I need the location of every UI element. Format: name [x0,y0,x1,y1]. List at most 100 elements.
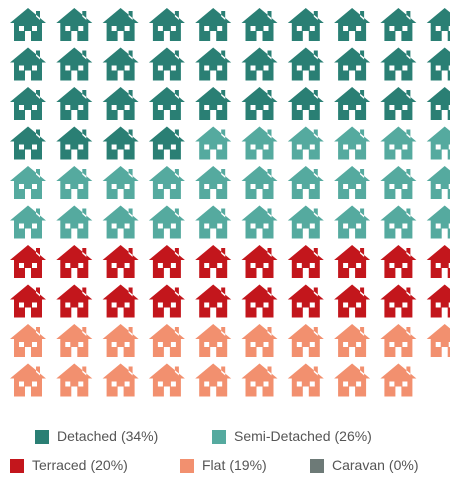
legend-name: Caravan [332,457,385,473]
house-icon [10,205,46,239]
house-icon [334,8,371,41]
house-icon [380,324,417,357]
house-icon [148,324,185,357]
house-icon [426,8,450,41]
house-icon [380,87,417,120]
house-icon [148,363,185,397]
house-icon [380,363,417,397]
house-icon [334,166,371,199]
house-icon [102,47,139,81]
house-icon [334,284,371,318]
house-icon [380,166,417,199]
legend-value: (20%) [90,457,127,473]
house-icon [380,126,417,160]
house-icon [56,8,93,41]
legend-label: Semi-Detached (26%) [234,428,372,444]
house-icon [241,245,278,278]
house-icon [56,324,93,357]
legend-value: (19%) [229,457,266,473]
house-icon [56,363,93,397]
house-icon [334,245,371,278]
house-icon [195,324,232,357]
house-icon [426,87,450,120]
house-icon [380,8,417,41]
house-icon [56,87,93,120]
house-icon [148,47,185,81]
house-icon [241,87,278,120]
house-icon [380,47,417,81]
legend-swatch [35,430,49,444]
legend-swatch [212,430,226,444]
house-icon [334,324,371,357]
house-icon [102,87,139,120]
house-icon [426,284,450,318]
house-icon [148,245,185,278]
house-icon [195,245,232,278]
house-icon [334,363,371,397]
house-icon [10,324,46,357]
house-icon [287,126,324,160]
house-icon [148,126,185,160]
house-icon [102,245,139,278]
legend-value: (26%) [335,428,372,444]
house-icon [195,363,232,397]
house-icon [334,87,371,120]
house-icon [287,363,324,397]
legend-label: Caravan (0%) [332,457,418,473]
house-icon [287,166,324,199]
house-icon [241,126,278,160]
house-icon [102,8,139,41]
house-icon [287,245,324,278]
legend-label: Detached (34%) [57,428,158,444]
legend-value: (34%) [121,428,158,444]
house-icon [241,8,278,41]
legend-name: Terraced [32,457,86,473]
house-icon [195,205,232,239]
house-icon [287,47,324,81]
house-icon [195,126,232,160]
legend-name: Flat [202,457,225,473]
house-icon [102,324,139,357]
house-icon [56,166,93,199]
legend-label: Flat (19%) [202,457,267,473]
house-icon [287,324,324,357]
house-icon [56,47,93,81]
house-icon [287,87,324,120]
house-icon [426,166,450,199]
house-icon [241,166,278,199]
house-icon [148,284,185,318]
house-icon [380,284,417,318]
house-icon [195,47,232,81]
house-icon [380,245,417,278]
house-icon [10,245,46,278]
house-icon [10,126,46,160]
legend-swatch [180,459,194,473]
house-icon [380,205,417,239]
house-icon [195,8,232,41]
house-icon [56,245,93,278]
house-icon [241,47,278,81]
house-icon [241,205,278,239]
house-icon [287,205,324,239]
house-icon [334,126,371,160]
house-icon [241,284,278,318]
house-icon [56,205,93,239]
legend-swatch [310,459,324,473]
house-icon [10,47,46,81]
house-icon [10,166,46,199]
house-icon [287,284,324,318]
house-icon [334,47,371,81]
house-icon [10,284,46,318]
house-icon [195,87,232,120]
house-icon [195,166,232,199]
house-icon [102,166,139,199]
house-icon [426,126,450,160]
house-icon [10,87,46,120]
house-icon [56,126,93,160]
house-icon [334,205,371,239]
house-icon [102,126,139,160]
house-icon [148,166,185,199]
house-icon [241,363,278,397]
house-icon [102,284,139,318]
house-icon [426,245,450,278]
